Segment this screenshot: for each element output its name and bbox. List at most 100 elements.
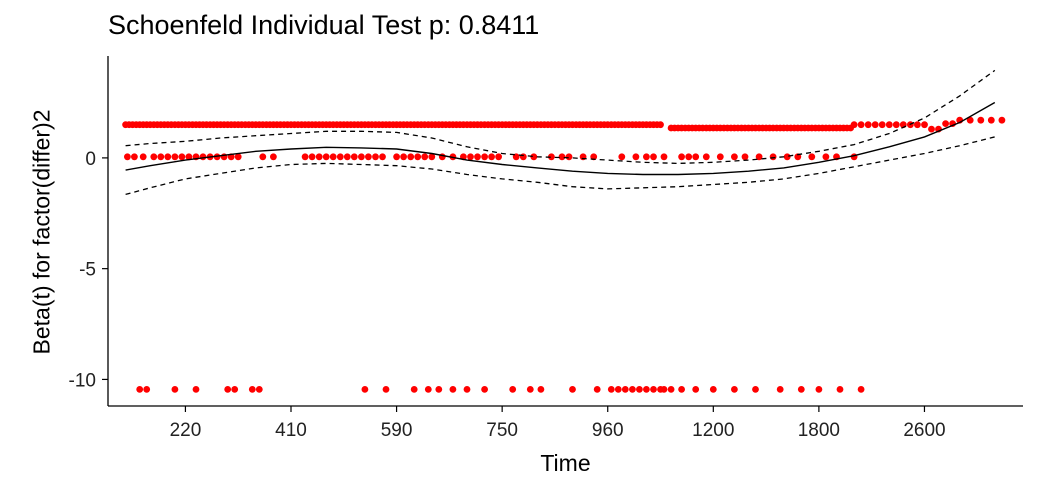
residual-point [914, 121, 921, 129]
residual-point [336, 153, 344, 161]
residual-point [467, 153, 474, 161]
residual-point [329, 153, 337, 161]
x-tick-label: 750 [486, 420, 518, 441]
residual-point [808, 153, 816, 161]
x-tick-label: 410 [275, 420, 307, 441]
residual-point [741, 153, 749, 161]
residual-point [614, 386, 622, 393]
residual-point [350, 153, 358, 161]
residual-point [942, 120, 949, 127]
residual-point [702, 153, 710, 161]
residual-point [322, 153, 330, 161]
residual-point [618, 153, 626, 161]
residual-point [864, 121, 872, 129]
residual-point [164, 153, 172, 161]
residual-point [716, 153, 724, 161]
residual-point [224, 386, 232, 393]
residual-point [650, 153, 657, 161]
residual-point [526, 386, 534, 393]
y-axis-label: Beta(t) for factor(differ)2 [28, 109, 55, 355]
residual-point [650, 386, 657, 393]
residual-point [537, 386, 545, 393]
residual-point [400, 153, 407, 161]
residual-point [709, 386, 717, 393]
residual-point [885, 121, 893, 129]
x-tick-label: 960 [592, 420, 624, 441]
residual-point [248, 386, 256, 393]
residual-point [407, 153, 415, 161]
residual-point [783, 153, 791, 161]
residual-point [124, 153, 131, 161]
residual-point [131, 153, 138, 161]
residual-point [643, 153, 650, 161]
x-tick-label: 1800 [798, 420, 840, 441]
residual-point [358, 153, 365, 161]
residual-point [530, 153, 538, 161]
residual-point [678, 386, 685, 393]
residual-point [270, 153, 277, 161]
residual-point [629, 386, 636, 393]
residual-point [977, 116, 985, 124]
residual-point [157, 153, 165, 161]
residual-point [428, 153, 436, 161]
x-tick-label: 590 [381, 420, 413, 441]
residual-point [857, 121, 865, 129]
residual-point [692, 386, 700, 393]
residual-point [815, 386, 823, 393]
residual-point [636, 386, 643, 393]
residual-point [343, 153, 351, 161]
residual-point [548, 153, 555, 161]
residual-point [365, 153, 372, 161]
plot-axes [107, 56, 1023, 407]
x-tick-label: 2600 [903, 420, 945, 441]
residual-point [871, 121, 879, 129]
residual-point [414, 153, 422, 161]
upper-confidence-line [125, 69, 996, 165]
residual-point [185, 153, 193, 161]
residual-point [136, 386, 144, 393]
residual-point [921, 121, 928, 129]
residual-point [621, 386, 629, 393]
residual-point [569, 386, 576, 393]
lower-confidence-line [125, 136, 995, 196]
y-tick-label: 0 [85, 149, 96, 170]
residual-point [139, 153, 147, 161]
x-axis-label: Time [540, 450, 591, 476]
residual-point [660, 386, 668, 393]
residual-point [892, 121, 900, 129]
residual-point [632, 153, 640, 161]
residual-point [822, 153, 830, 161]
residual-point [474, 153, 481, 161]
residual-point [928, 125, 935, 133]
residual-point [410, 386, 418, 393]
residual-point [660, 153, 668, 161]
residual-point [143, 386, 151, 393]
residual-point [234, 153, 242, 161]
residual-point [565, 153, 573, 161]
residual-point [361, 386, 369, 393]
residual-point [857, 386, 865, 393]
smooth-fit-line [125, 101, 996, 176]
residual-point [667, 386, 675, 393]
residual-point [259, 153, 267, 161]
residual-point [657, 121, 664, 129]
residual-point [178, 153, 186, 161]
x-tick-label: 1200 [692, 420, 734, 441]
residual-point [393, 153, 400, 161]
residual-point [519, 153, 527, 161]
residual-point [755, 153, 763, 161]
residual-point [797, 386, 805, 393]
residual-point [308, 153, 316, 161]
residual-point [776, 386, 784, 393]
residual-point [509, 386, 517, 393]
residual-point [998, 116, 1006, 124]
residual-point [878, 121, 886, 129]
residual-point [593, 386, 601, 393]
residual-point [372, 153, 379, 161]
residual-point [769, 153, 777, 161]
residual-point [678, 153, 685, 161]
residual-point [463, 386, 471, 393]
residual-point [731, 386, 738, 393]
residual-point [850, 121, 858, 129]
